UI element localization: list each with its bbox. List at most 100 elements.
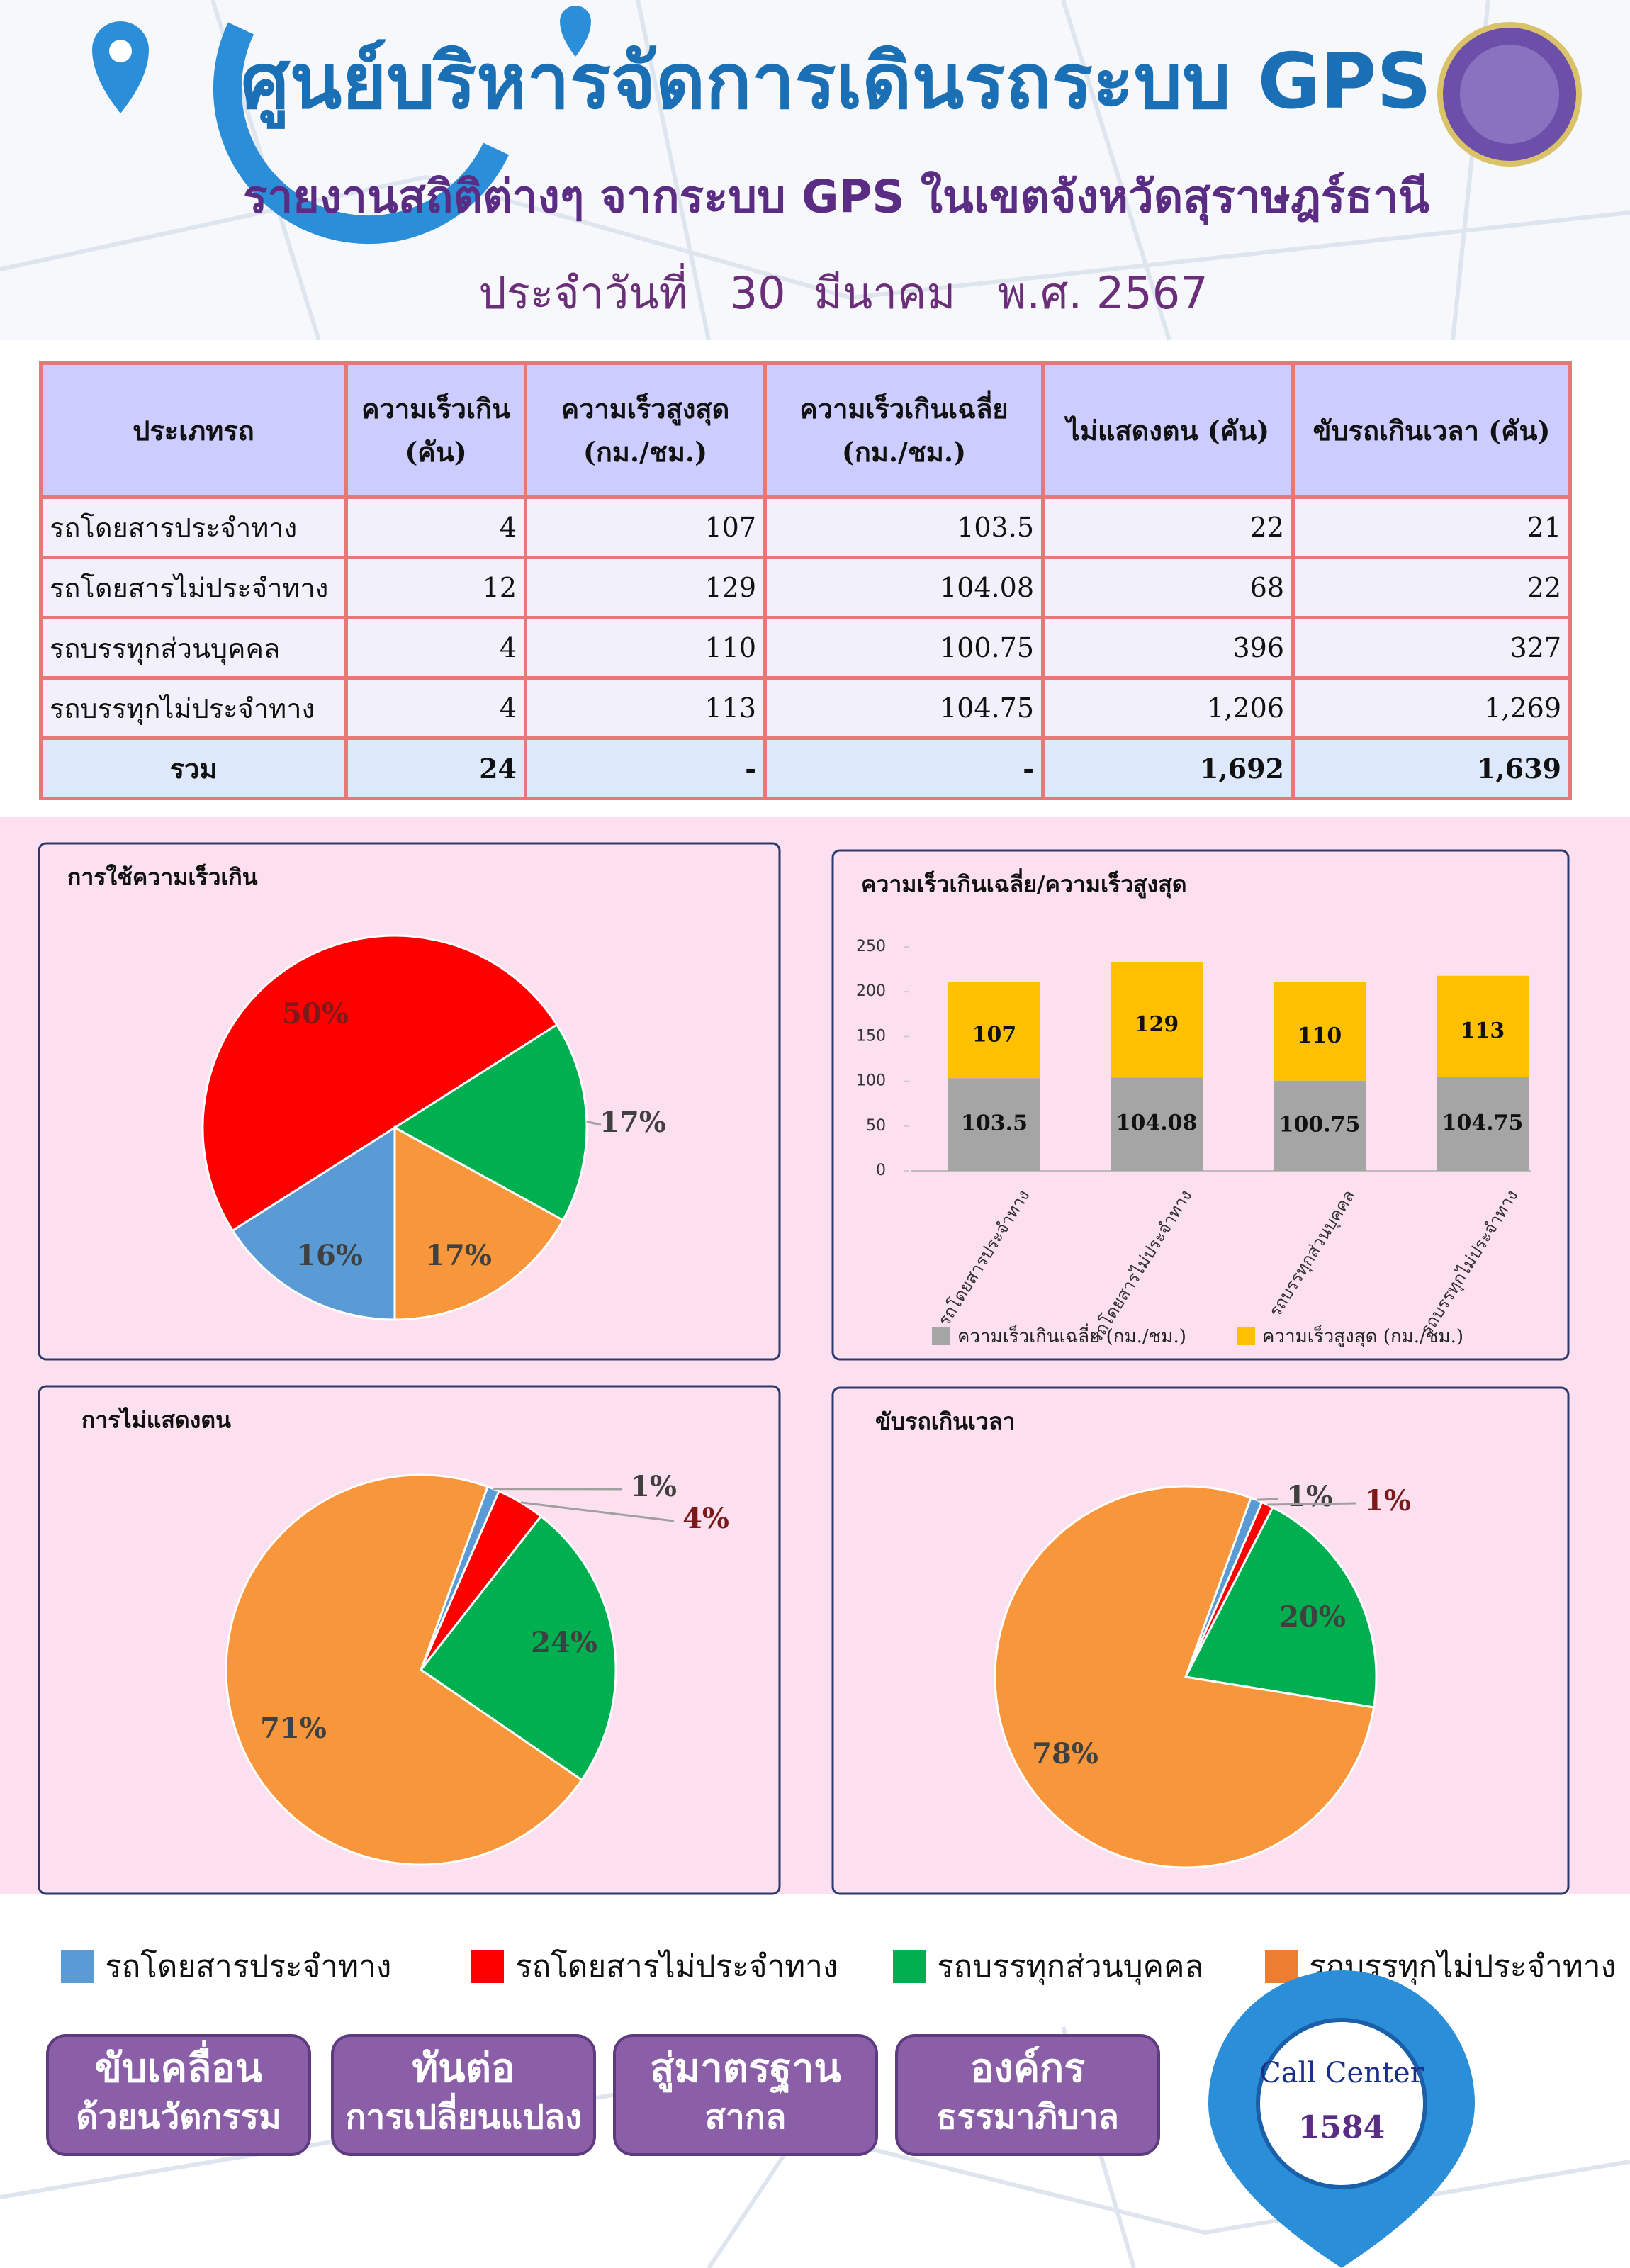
pie-label: 78% [1032, 1737, 1098, 1770]
bar-segment [1274, 1080, 1366, 1171]
pie-label: 4% [682, 1502, 729, 1535]
legend-swatch [893, 1950, 926, 1983]
legend-swatch [61, 1950, 94, 1983]
pie-label: 1% [1286, 1480, 1333, 1513]
y-tick-label: 200 [856, 982, 886, 1000]
bar-segment [1437, 1077, 1529, 1171]
motto-button [895, 2034, 1160, 2156]
chart-title: ขับรถเกินเวลา [875, 1408, 1015, 1435]
pie-label: 17% [600, 1106, 666, 1139]
bar-segment [1274, 982, 1366, 1081]
header-bg [0, 0, 1630, 340]
motto-button [46, 2034, 311, 2156]
table-cell: 4 [344, 616, 527, 680]
pie-slice [1184, 1505, 1378, 1709]
motto-text: องค์กร [970, 2045, 1085, 2092]
pie-label: 16% [296, 1239, 363, 1272]
table-cell: 103.5 [763, 495, 1045, 559]
bar-value-label: 107 [972, 1023, 1017, 1048]
table-cell: 12 [344, 556, 527, 619]
motto-text: ขับเคลื่อน [95, 2040, 263, 2092]
motto-text: ธรรมาภิบาล [936, 2097, 1119, 2137]
subtitle: รายงานสถิติต่างๆ จากระบบ GPS ในเขตจังหวั… [243, 171, 1429, 225]
table-cell: 113 [524, 676, 767, 740]
y-tick-label: 250 [856, 938, 886, 955]
table-cell: รถโดยสารไม่ประจำทาง [39, 556, 348, 619]
leader-line [1256, 1498, 1278, 1501]
legend-label: รถบรรทุกส่วนบุคคล [937, 1949, 1204, 1986]
table-cell: 4 [344, 676, 527, 740]
table-cell: 100.75 [763, 616, 1045, 680]
table-cell: 24 [344, 736, 527, 800]
chart-title: ความเร็วเกินเฉลี่ย/ความเร็วสูงสุด [861, 868, 1187, 899]
pie-label: 1% [1364, 1484, 1411, 1517]
bar-segment [1111, 962, 1203, 1078]
y-tick-label: 50 [866, 1117, 886, 1135]
pie-slice [393, 1125, 565, 1321]
legend-swatch [471, 1950, 504, 1983]
table-cell: - [763, 736, 1045, 800]
bar-segment [948, 982, 1040, 1079]
column-header: ความเร็วเกินเฉลี่ย (กม./ชม.) [763, 361, 1045, 499]
bar-value-label: 110 [1298, 1023, 1342, 1048]
table-cell: 107 [524, 495, 767, 559]
table-cell: 1,639 [1291, 736, 1572, 800]
legend-label: รถโดยสารประจำทาง [105, 1949, 391, 1985]
motto-text: ด้วยนวัตกรรม [76, 2097, 281, 2137]
report-date: ประจำวันที่ 30 มีนาคม พ.ศ. 2567 [478, 263, 1208, 319]
table-cell: 1,692 [1041, 736, 1295, 800]
table-cell: รวม [39, 736, 348, 800]
legend-label: ความเร็วสูงสุด (กม./ชม.) [1262, 1325, 1463, 1347]
bar-segment [948, 1078, 1040, 1171]
table-cell: รถบรรทุกไม่ประจำทาง [39, 676, 348, 740]
pie-label: 17% [425, 1239, 492, 1272]
table-cell: 1,269 [1291, 676, 1572, 740]
pie-label: 20% [1279, 1600, 1346, 1634]
table-cell: 1,206 [1041, 676, 1295, 740]
column-header: ประเภทรถ [39, 361, 348, 499]
bar-value-label: 104.08 [1116, 1111, 1198, 1135]
table-cell: 104.75 [763, 676, 1045, 740]
table-cell: 22 [1291, 556, 1572, 619]
table-row: รถโดยสารประจำทาง 4 107 103.5 22 21 [39, 495, 1572, 559]
motto-text: สากล [705, 2097, 787, 2137]
header-pin [92, 6, 591, 245]
table-cell: 4 [344, 495, 527, 559]
legend-swatch [1237, 1327, 1255, 1345]
motto-text: สู่มาตรฐาน [650, 2045, 841, 2094]
header-row: ประเภทรถ ความเร็วเกิน (คัน) ความเร็วสูงสุด… [39, 361, 1572, 499]
leader-line [1267, 1502, 1356, 1506]
table-cell: 110 [524, 616, 767, 680]
table-row: รวม 24- -1,692 1,639 [39, 736, 1572, 800]
column-header: ขับรถเกินเวลา (คัน) [1291, 361, 1572, 499]
table-cell: 327 [1291, 616, 1572, 680]
chart-title: การไม่แสดงตน [82, 1407, 231, 1434]
leader-line [586, 1121, 602, 1126]
table-cell: - [524, 736, 767, 800]
bar-value-label: 104.75 [1442, 1111, 1524, 1135]
call-center-label: Call Center [1259, 2057, 1424, 2089]
pie-label: 71% [260, 1712, 327, 1745]
table-cell: 68 [1041, 556, 1295, 619]
logo-inner [1460, 45, 1559, 144]
table-row: รถบรรทุกส่วนบุคคล 4 110 100.75 396 327 [39, 616, 1572, 680]
table-cell: 129 [524, 556, 767, 619]
table-row: รถโดยสารไม่ประจำทาง 12 129 104.08 68 22 [39, 556, 1572, 619]
pie-slice [231, 1125, 396, 1321]
call-center-number: 1584 [1298, 2110, 1385, 2146]
table-cell: รถโดยสารประจำทาง [39, 495, 348, 559]
pie-slice [994, 1485, 1376, 1869]
pie-slice [201, 934, 558, 1233]
bar-value-label: 103.5 [961, 1111, 1028, 1136]
pie-slice [419, 1515, 617, 1782]
bar-value-label: 113 [1461, 1018, 1505, 1043]
bar-value-label: 129 [1135, 1012, 1179, 1037]
table-cell: รถบรรทุกส่วนบุคคล [39, 616, 348, 680]
call-center-badge [1256, 2018, 1427, 2189]
motto-text: ทันต่อ [412, 2045, 515, 2092]
pie-label: 1% [630, 1470, 677, 1503]
chart-title: การใช้ความเร็วเกิน [67, 863, 258, 891]
pie-label: 50% [282, 997, 349, 1031]
